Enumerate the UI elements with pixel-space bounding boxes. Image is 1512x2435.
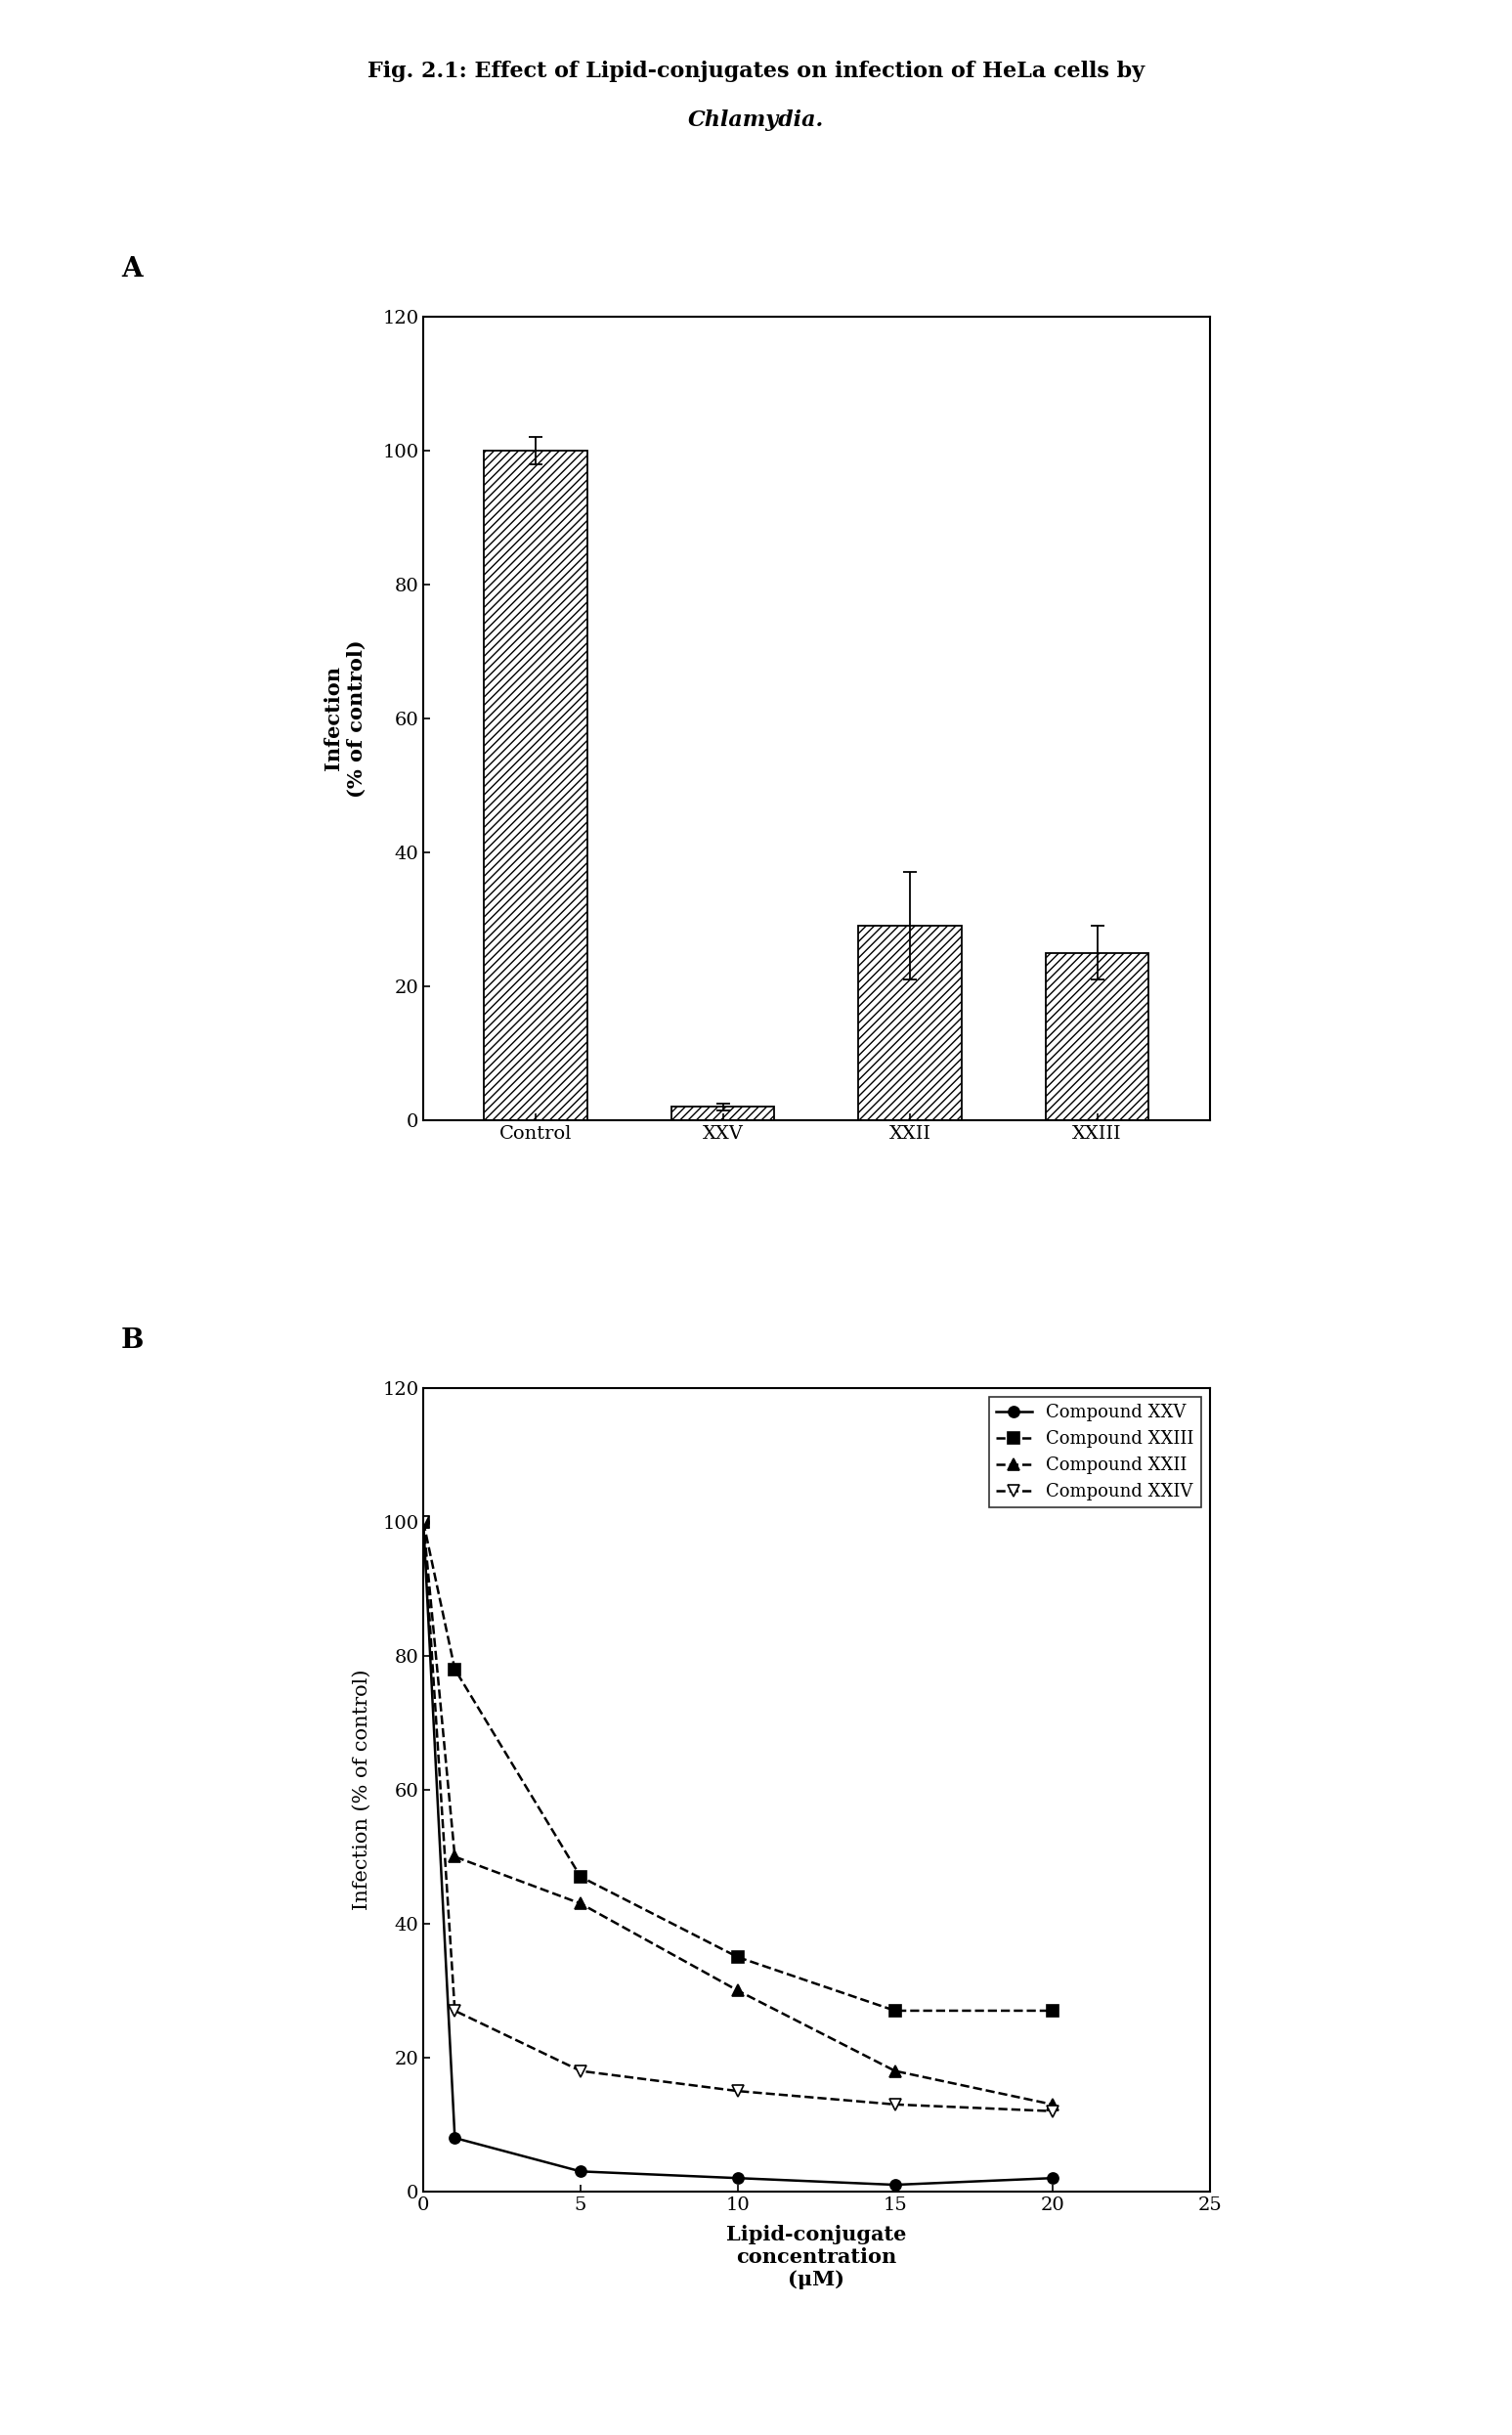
Compound XXII <box>886 2055 904 2084</box>
Legend: Compound XXV, Compound XXIII, Compound XXII, Compound XXIV: Compound XXV, Compound XXIII, Compound X… <box>989 1398 1201 1507</box>
Text: B: B <box>121 1327 144 1354</box>
Bar <box>484 450 587 1120</box>
Compound XXIV <box>1043 2097 1061 2126</box>
Text: Fig. 2.1: Effect of Lipid-conjugates on infection of HeLa cells by: Fig. 2.1: Effect of Lipid-conjugates on … <box>367 61 1145 83</box>
Y-axis label: Infection
(% of control): Infection (% of control) <box>324 640 366 796</box>
Compound XXII <box>414 1507 432 1536</box>
Compound XXV <box>1043 2162 1061 2191</box>
Compound XXV <box>886 2170 904 2199</box>
Compound XXIV <box>414 1507 432 1536</box>
Compound XXIII <box>446 1656 464 1685</box>
Line: Compound XXV: Compound XXV <box>417 1517 1058 2189</box>
Line: Compound XXIV: Compound XXIV <box>417 1517 1058 2116</box>
Y-axis label: Infection (% of control): Infection (% of control) <box>352 1670 372 1909</box>
Compound XXV <box>729 2162 747 2191</box>
Line: Compound XXIII: Compound XXIII <box>417 1517 1058 2016</box>
Bar <box>859 925 962 1120</box>
Bar <box>1046 952 1149 1120</box>
Compound XXIV <box>729 2077 747 2106</box>
Compound XXV <box>446 2123 464 2153</box>
Compound XXII <box>572 1890 590 1919</box>
Text: Chlamydia.: Chlamydia. <box>688 110 824 131</box>
Compound XXIV <box>446 1997 464 2026</box>
Compound XXV <box>572 2157 590 2187</box>
Compound XXIII <box>572 1863 590 1892</box>
Compound XXIII <box>414 1507 432 1536</box>
Line: Compound XXII: Compound XXII <box>417 1517 1058 2109</box>
Compound XXIII <box>886 1997 904 2026</box>
Compound XXII <box>729 1977 747 2006</box>
Compound XXIII <box>1043 1997 1061 2026</box>
X-axis label: Lipid-conjugate
concentration
(μM): Lipid-conjugate concentration (μM) <box>726 2226 907 2289</box>
Bar <box>671 1105 774 1120</box>
Text: A: A <box>121 256 142 282</box>
Compound XXV <box>414 1507 432 1536</box>
Compound XXIV <box>572 2055 590 2084</box>
Compound XXII <box>1043 2089 1061 2118</box>
Compound XXII <box>446 1841 464 1870</box>
Compound XXIV <box>886 2089 904 2118</box>
Compound XXIII <box>729 1943 747 1972</box>
